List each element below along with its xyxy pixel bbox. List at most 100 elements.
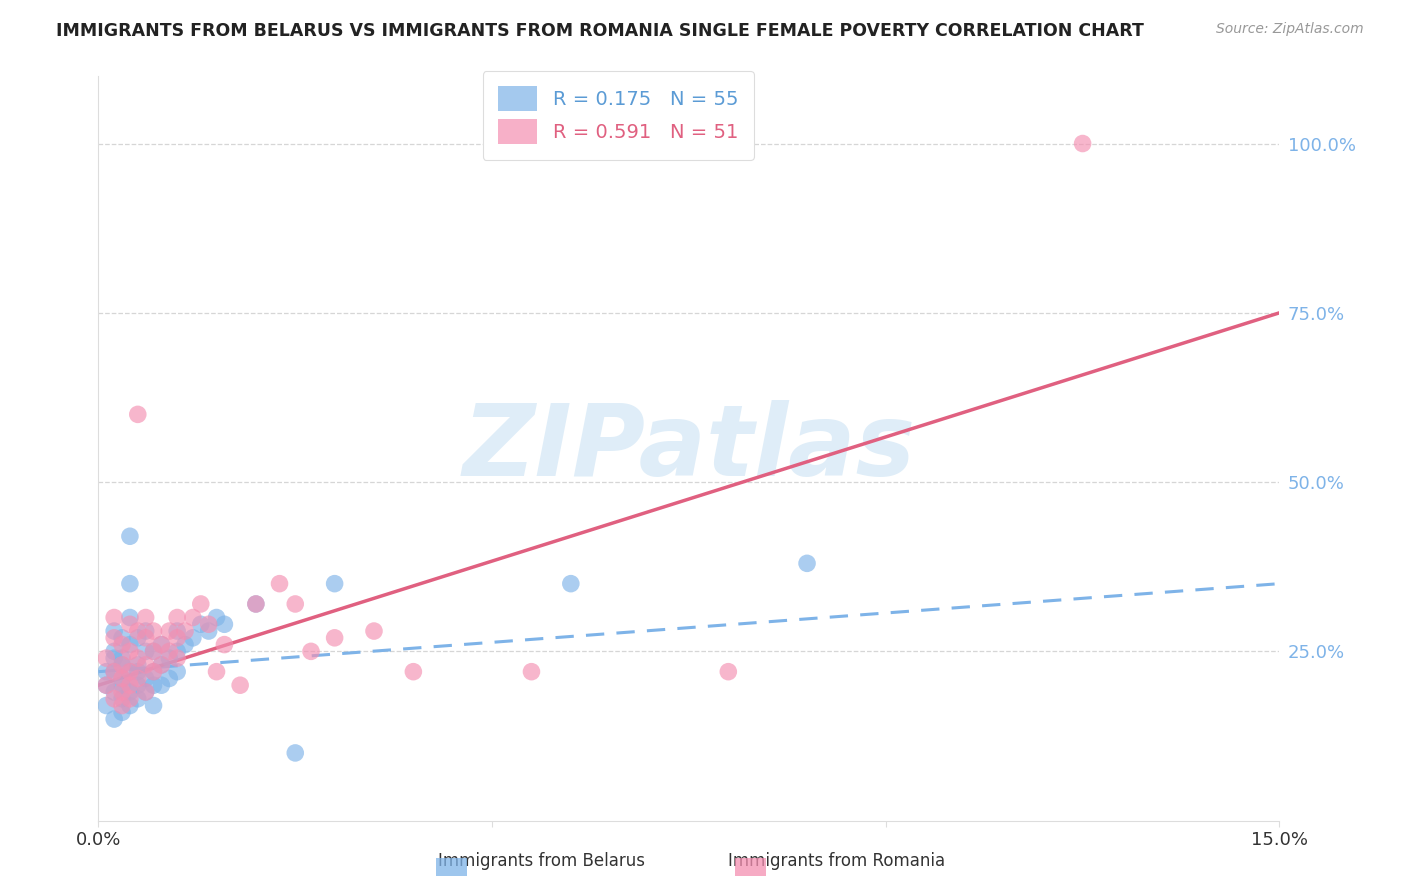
Point bbox=[157, 672, 180, 686]
Point bbox=[111, 651, 134, 665]
Point bbox=[96, 651, 118, 665]
Point bbox=[166, 651, 188, 665]
Point bbox=[402, 665, 425, 679]
Point bbox=[135, 610, 157, 624]
Point bbox=[796, 557, 818, 571]
Point bbox=[118, 665, 141, 679]
Point bbox=[118, 576, 141, 591]
Point bbox=[157, 644, 180, 658]
Text: Immigrants from Romania: Immigrants from Romania bbox=[728, 852, 945, 870]
Point bbox=[190, 617, 212, 632]
Point bbox=[118, 644, 141, 658]
Point bbox=[96, 678, 118, 692]
Point bbox=[111, 657, 134, 672]
Point bbox=[150, 638, 173, 652]
Point bbox=[135, 672, 157, 686]
Point bbox=[142, 644, 165, 658]
Point bbox=[363, 624, 385, 638]
Point bbox=[181, 631, 204, 645]
Point bbox=[142, 624, 165, 638]
Point bbox=[127, 665, 149, 679]
Point bbox=[150, 657, 173, 672]
Point bbox=[214, 638, 236, 652]
Point bbox=[103, 685, 125, 699]
Point bbox=[142, 644, 165, 658]
Text: Immigrants from Belarus: Immigrants from Belarus bbox=[437, 852, 645, 870]
Point bbox=[118, 685, 141, 699]
Point bbox=[111, 698, 134, 713]
Point bbox=[127, 408, 149, 422]
Point bbox=[111, 657, 134, 672]
Point bbox=[245, 597, 267, 611]
Point bbox=[96, 678, 118, 692]
Point bbox=[127, 657, 149, 672]
Point bbox=[214, 617, 236, 632]
Point bbox=[245, 597, 267, 611]
Point bbox=[717, 665, 740, 679]
Point bbox=[174, 624, 197, 638]
Point bbox=[118, 610, 141, 624]
Point bbox=[135, 631, 157, 645]
Point bbox=[166, 631, 188, 645]
Point bbox=[111, 672, 134, 686]
Point bbox=[166, 644, 188, 658]
Point bbox=[118, 698, 141, 713]
Point bbox=[111, 678, 134, 692]
Point bbox=[166, 610, 188, 624]
Point bbox=[118, 617, 141, 632]
Point bbox=[150, 657, 173, 672]
Point bbox=[118, 638, 141, 652]
Point bbox=[284, 746, 307, 760]
Point bbox=[157, 624, 180, 638]
Point bbox=[118, 678, 141, 692]
Point bbox=[166, 624, 188, 638]
Point bbox=[103, 610, 125, 624]
Text: IMMIGRANTS FROM BELARUS VS IMMIGRANTS FROM ROMANIA SINGLE FEMALE POVERTY CORRELA: IMMIGRANTS FROM BELARUS VS IMMIGRANTS FR… bbox=[56, 22, 1144, 40]
Point bbox=[269, 576, 291, 591]
Point bbox=[111, 672, 134, 686]
Point bbox=[135, 657, 157, 672]
Point bbox=[157, 651, 180, 665]
Point bbox=[205, 665, 228, 679]
Point bbox=[205, 610, 228, 624]
Point bbox=[142, 665, 165, 679]
Point bbox=[118, 691, 141, 706]
Text: ZIPatlas: ZIPatlas bbox=[463, 400, 915, 497]
Point bbox=[103, 712, 125, 726]
Point bbox=[323, 576, 346, 591]
Point bbox=[118, 665, 141, 679]
Point bbox=[111, 685, 134, 699]
Point bbox=[96, 665, 118, 679]
Point bbox=[135, 644, 157, 658]
Point bbox=[127, 631, 149, 645]
Point bbox=[135, 624, 157, 638]
Point bbox=[103, 631, 125, 645]
Legend: R = 0.175   N = 55, R = 0.591   N = 51: R = 0.175 N = 55, R = 0.591 N = 51 bbox=[482, 70, 754, 160]
Point bbox=[150, 638, 173, 652]
Point bbox=[111, 706, 134, 720]
Point bbox=[111, 631, 134, 645]
Point bbox=[111, 638, 134, 652]
Point bbox=[103, 624, 125, 638]
Point bbox=[103, 651, 125, 665]
Point bbox=[174, 638, 197, 652]
Point bbox=[103, 691, 125, 706]
Point bbox=[142, 678, 165, 692]
Point bbox=[284, 597, 307, 611]
Point bbox=[520, 665, 543, 679]
Point bbox=[142, 665, 165, 679]
Point bbox=[181, 610, 204, 624]
Point bbox=[127, 651, 149, 665]
Point bbox=[323, 631, 346, 645]
Point bbox=[1071, 136, 1094, 151]
Point bbox=[127, 624, 149, 638]
Point bbox=[150, 678, 173, 692]
Point bbox=[96, 698, 118, 713]
Point bbox=[299, 644, 322, 658]
Point bbox=[127, 691, 149, 706]
Point bbox=[127, 678, 149, 692]
Point bbox=[135, 685, 157, 699]
Point bbox=[118, 529, 141, 543]
Point bbox=[560, 576, 582, 591]
Point bbox=[111, 691, 134, 706]
